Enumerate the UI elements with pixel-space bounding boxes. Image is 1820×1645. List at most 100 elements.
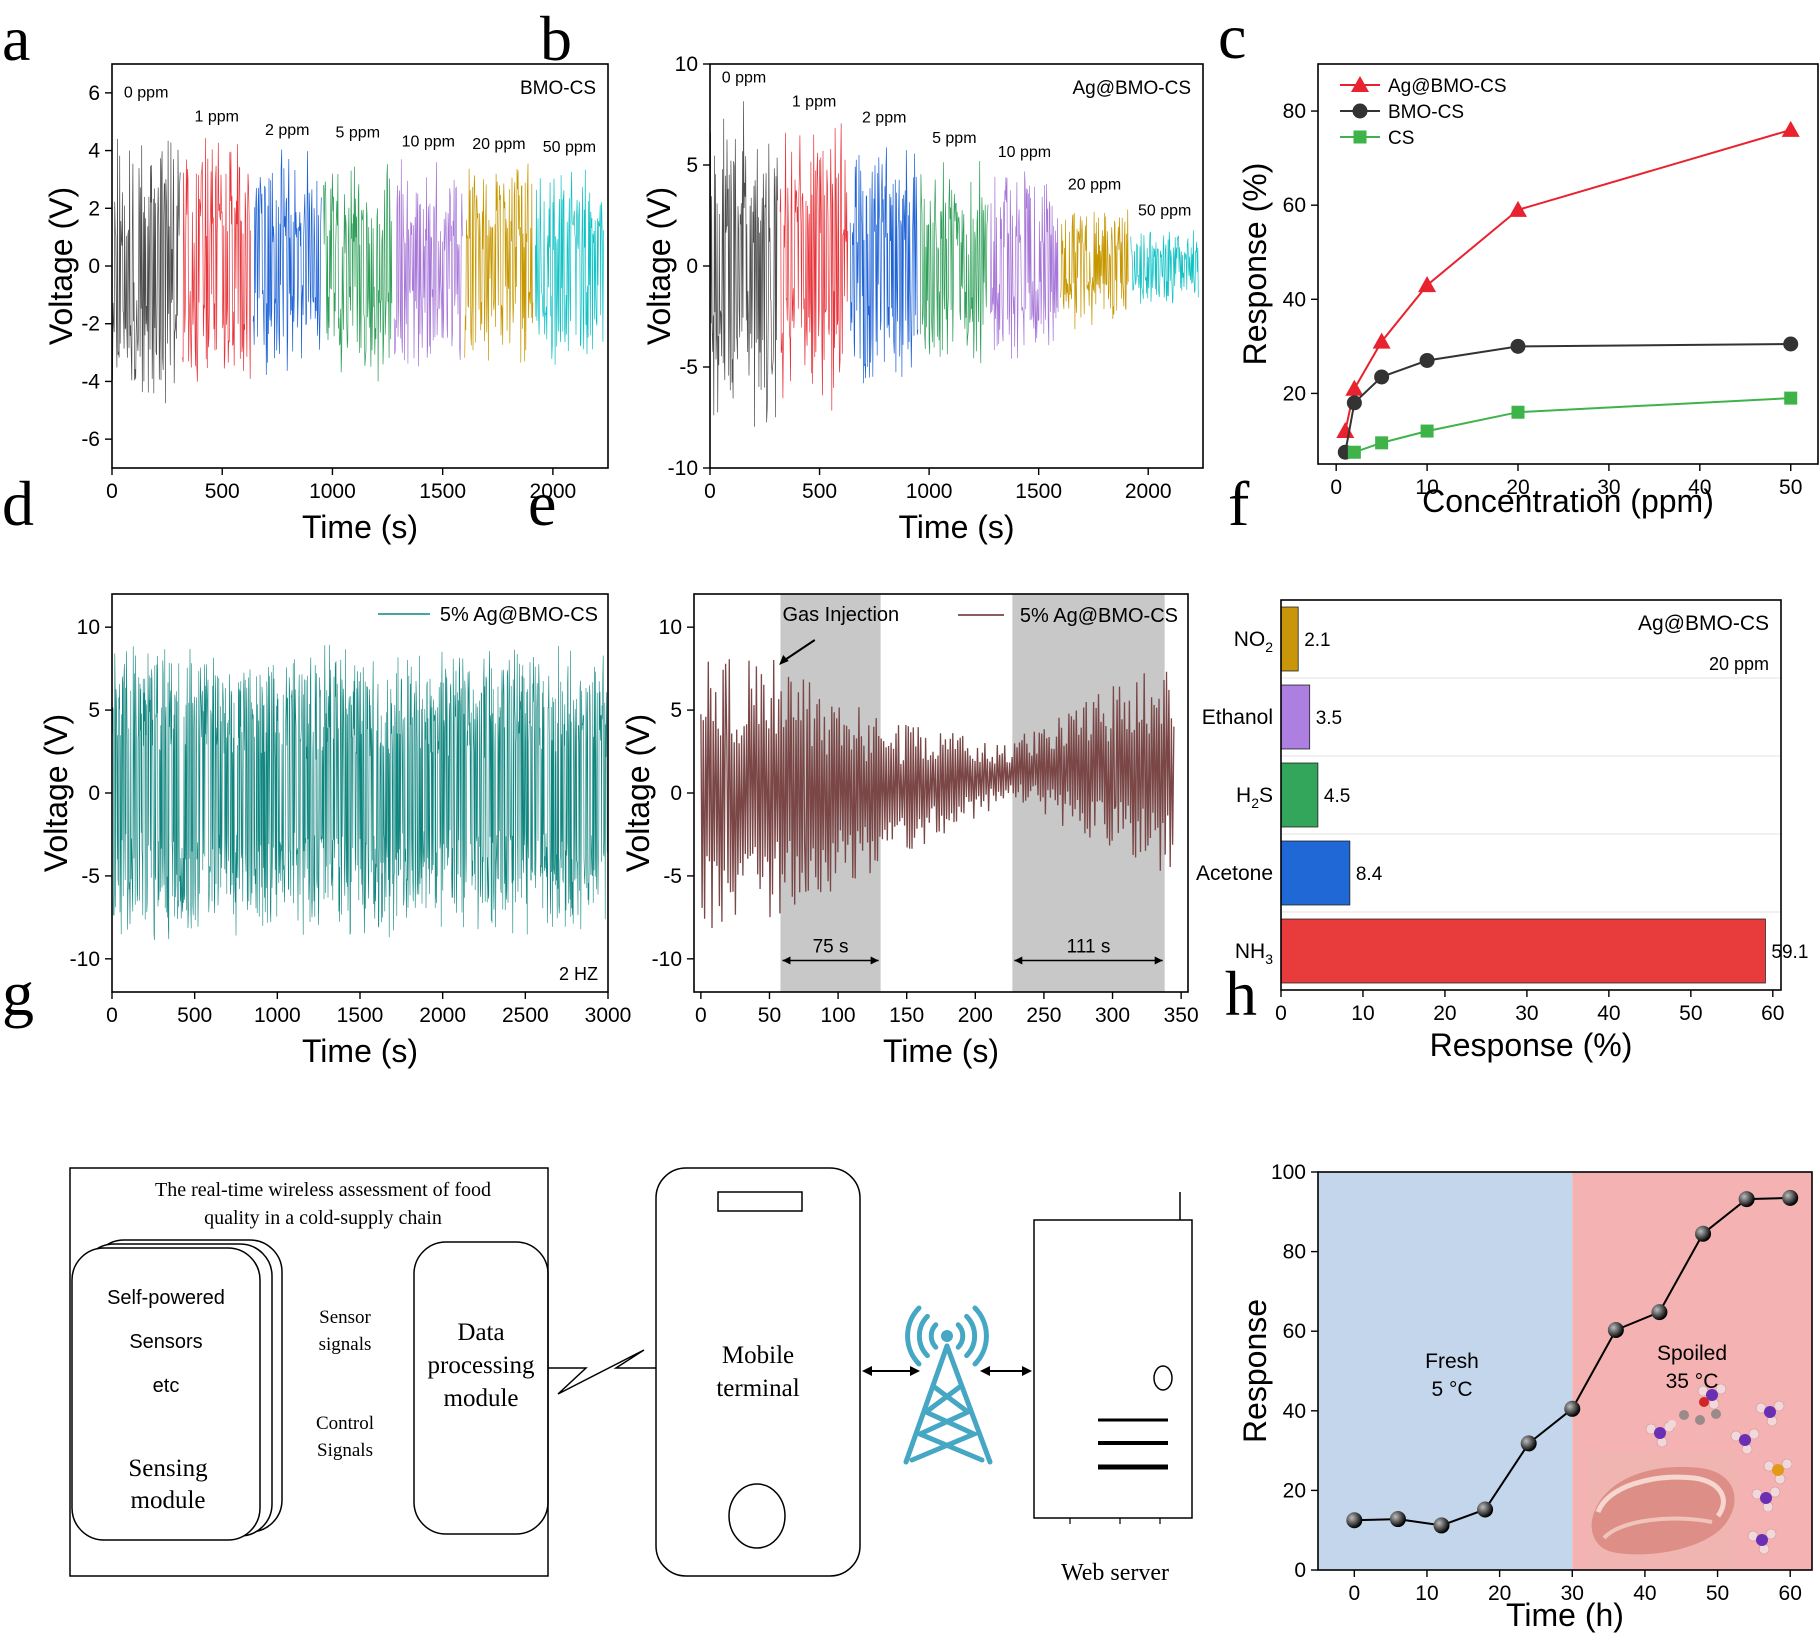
chart-title: Ag@BMO-CS xyxy=(1072,78,1191,99)
data-point xyxy=(1784,391,1798,405)
y-tick-label: 40 xyxy=(1283,288,1306,311)
category-base: NO xyxy=(1234,628,1266,651)
diagram-title-2: quality in a cold-supply chain xyxy=(204,1207,442,1229)
data-point xyxy=(1374,369,1390,385)
x-tick-label: 3000 xyxy=(585,1004,632,1027)
y-tick-label: 0 xyxy=(1294,1559,1306,1582)
signal-series-1 xyxy=(779,123,849,411)
data-point xyxy=(1509,200,1527,217)
chart-h: 0 10 20 30 40 50 60 0 20 40 60 80 100 Time (h) Respons… xyxy=(1237,1161,1813,1633)
chart-a: 0 ppm 1 ppm 2 ppm 5 ppm 10 ppm 20 ppm 50 ppm 0 5… xyxy=(43,63,609,545)
x-tick-label: 30 xyxy=(1597,476,1620,499)
bracket-arrow xyxy=(870,956,879,965)
y-tick-label: 6 xyxy=(88,82,100,105)
x-tick-label: 50 xyxy=(758,1004,781,1027)
y-axis-label: Response (%) xyxy=(1237,163,1273,366)
y-tick-label: -5 xyxy=(81,865,100,888)
category-base: NH xyxy=(1235,940,1265,963)
legend-marker xyxy=(1352,103,1368,119)
bracket-arrow xyxy=(782,956,791,965)
axes-frame xyxy=(1317,1171,1813,1571)
signal-series-4 xyxy=(990,171,1059,359)
series-label-3: 5 ppm xyxy=(336,125,380,142)
y-axis-label: Voltage (V) xyxy=(38,714,74,872)
signal-arc-left xyxy=(916,1313,930,1359)
legend-entry: CS xyxy=(1388,128,1414,149)
x-tick-label: 1000 xyxy=(309,480,356,503)
x-axis-label: Time (s) xyxy=(302,509,418,545)
y-tick-label: -6 xyxy=(81,428,100,451)
series-label-6: 50 ppm xyxy=(1138,203,1191,220)
chart-subtitle: 20 ppm xyxy=(1709,654,1769,674)
category-label-2: H2S xyxy=(1236,784,1273,811)
x-tick-label: 20 xyxy=(1433,1002,1456,1025)
sensing-module-label-1: Sensing xyxy=(128,1455,208,1482)
data-point xyxy=(1375,436,1389,450)
annotation-arrow xyxy=(781,639,816,663)
x-tick-label: 100 xyxy=(821,1004,856,1027)
x-tick-label: 0 xyxy=(1275,1002,1287,1025)
x-tick-label: 1500 xyxy=(1015,480,1062,503)
data-processing-module-box xyxy=(413,1241,549,1535)
x-tick-label: 500 xyxy=(205,480,240,503)
data-point xyxy=(1564,1400,1581,1417)
sensor-signals-label-1: Sensor xyxy=(319,1307,371,1328)
series-label-4: 10 ppm xyxy=(402,133,455,150)
signal-series-6 xyxy=(534,169,604,365)
data-point xyxy=(1346,395,1362,411)
x-tick-label: 150 xyxy=(889,1004,924,1027)
frequency-annotation: 2 HZ xyxy=(559,964,598,984)
bar-3 xyxy=(1280,840,1351,906)
y-tick-label: 20 xyxy=(1283,1479,1306,1502)
molecule-chain xyxy=(1711,1409,1721,1419)
region-sublabel-fresh: 5 °C xyxy=(1431,1378,1472,1401)
x-tick-label: 60 xyxy=(1761,1002,1784,1025)
sensing-item-3: etc xyxy=(153,1375,180,1397)
y-tick-label: 60 xyxy=(1283,1320,1306,1343)
x-tick-label: 20 xyxy=(1506,476,1529,499)
x-tick-label: 1500 xyxy=(337,1004,384,1027)
cell-tower-icon xyxy=(903,1305,993,1465)
series-label-2: 2 ppm xyxy=(862,110,906,127)
meat-illustration xyxy=(1588,1383,1793,1566)
x-tick-label: 0 xyxy=(1330,476,1342,499)
y-tick-label: -4 xyxy=(81,370,100,393)
diagram-g: The real-time wireless assessment of foo… xyxy=(69,1167,1193,1586)
legend-entry: 5% Ag@BMO-CS xyxy=(440,604,598,626)
x-tick-label: 200 xyxy=(958,1004,993,1027)
sensing-item-1: Self-powered xyxy=(107,1287,225,1309)
x-axis-label: Time (s) xyxy=(898,509,1014,545)
region-label-fresh: Fresh xyxy=(1425,1350,1479,1373)
tower-leg xyxy=(944,1343,993,1465)
molecule-center xyxy=(1756,1534,1768,1546)
bar-0 xyxy=(1280,606,1299,672)
data-point xyxy=(1781,120,1800,137)
data-point xyxy=(1738,1191,1755,1208)
mobile-label-1: Mobile xyxy=(722,1342,794,1369)
category-subscript: 2 xyxy=(1251,795,1259,811)
x-tick-label: 2000 xyxy=(419,1004,466,1027)
x-tick-label: 2000 xyxy=(530,480,577,503)
meat-fat-line xyxy=(1595,1474,1726,1518)
panel-letter-g: g xyxy=(2,958,34,1029)
sensing-module-box xyxy=(71,1247,261,1541)
signal-series-5 xyxy=(1060,209,1129,330)
x-tick-label: 50 xyxy=(1679,1002,1702,1025)
series-label-2: 2 ppm xyxy=(265,122,309,139)
duration-label-1: 111 s xyxy=(1067,936,1111,957)
y-axis-label: Voltage (V) xyxy=(641,187,677,345)
molecule-atom xyxy=(1748,1428,1760,1440)
legend-entry: 5% Ag@BMO-CS xyxy=(1020,605,1178,627)
x-tick-label: 250 xyxy=(1026,1004,1061,1027)
signal-series-3 xyxy=(919,160,989,364)
bar-value-label: 8.4 xyxy=(1356,864,1383,885)
mobile-tower-arrow-head xyxy=(862,1366,872,1376)
x-tick-label: 0 xyxy=(1348,1582,1360,1605)
y-axis-label: Response xyxy=(1237,1299,1273,1443)
x-tick-label: 500 xyxy=(802,480,837,503)
annotation-arrowhead xyxy=(779,655,789,665)
tower-server-arrow-head xyxy=(1022,1366,1032,1376)
mobile-label-2: terminal xyxy=(716,1375,799,1402)
panel-letter-b: b xyxy=(540,3,572,74)
data-point xyxy=(1433,1517,1450,1534)
